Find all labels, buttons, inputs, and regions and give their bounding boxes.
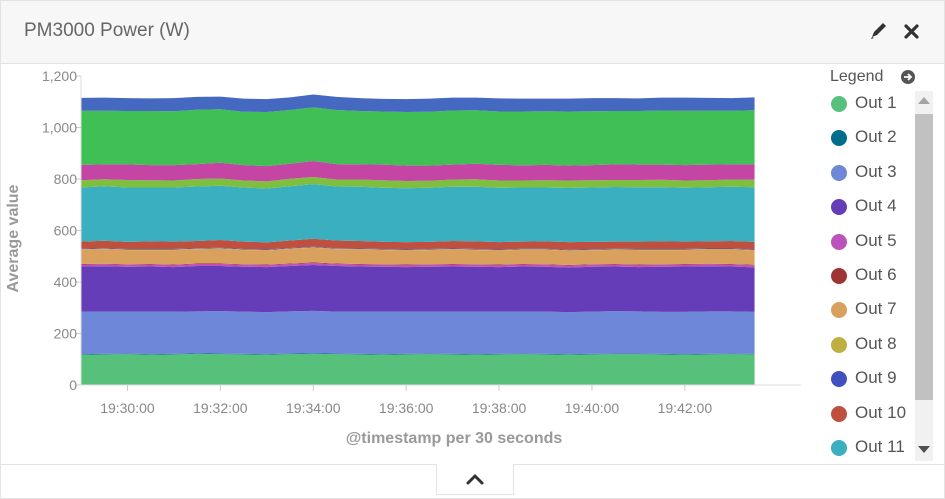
area-series — [81, 265, 755, 313]
legend-item-label: Out 8 — [855, 333, 897, 353]
legend-color-dot — [831, 336, 847, 353]
y-tick-label: 0 — [69, 377, 77, 393]
legend-color-dot — [831, 96, 847, 112]
legend-color-dot — [831, 233, 847, 250]
legend-item[interactable]: Out 3 — [819, 160, 913, 194]
x-tick-label: 19:30:00 — [100, 400, 155, 416]
legend-color-dot — [831, 439, 847, 456]
legend-color-dot — [831, 371, 847, 388]
area-series — [81, 262, 755, 268]
chart-area: 0 200 400 600 800 1,000 1,200 19:30:00 19:32:00 1… — [1, 63, 819, 463]
legend-title: Legend — [830, 68, 884, 85]
y-axis-title: Average value — [5, 184, 22, 292]
legend-item[interactable]: Out 7 — [819, 297, 913, 331]
legend-scrollbar[interactable] — [913, 91, 935, 461]
legend-color-dot — [831, 405, 847, 422]
pencil-icon[interactable] — [867, 19, 889, 43]
area-series — [81, 353, 755, 385]
scrollbar-thumb[interactable] — [915, 114, 933, 400]
y-tick-label: 1,000 — [42, 120, 77, 136]
y-tick-label: 1,200 — [42, 68, 77, 84]
legend-item-label: Out 1 — [855, 93, 897, 112]
legend-item[interactable]: Out 6 — [819, 263, 913, 297]
area-series — [81, 310, 755, 355]
y-tick-label: 600 — [54, 223, 78, 239]
x-tick-label: 19:34:00 — [286, 400, 341, 416]
legend-item-label: Out 2 — [855, 127, 897, 147]
legend-list: Out 1 Out 2 Out 3 Out 4 Out 5 Out 6 Out 7 Out 8… — [819, 91, 913, 463]
area-series — [81, 353, 755, 355]
legend-item-label: Out 9 — [855, 368, 897, 388]
stacked-area-chart: 0 200 400 600 800 1,000 1,200 19:30:00 19:32:00 1… — [5, 68, 801, 447]
legend-item-label: Out 10 — [855, 402, 907, 422]
area-series — [81, 107, 755, 167]
legend-item-label: Out 6 — [855, 264, 897, 284]
legend-color-dot — [831, 164, 847, 181]
legend-item[interactable]: Out 4 — [819, 194, 913, 228]
legend-color-dot — [831, 130, 847, 147]
legend-panel: Legend Out 1 Out 2 Out 3 Out 4 Out 5 Out 6 Out… — [819, 63, 944, 463]
arrow-circle-right-icon[interactable] — [900, 69, 916, 85]
area-series — [81, 262, 755, 266]
area-series — [81, 184, 755, 243]
y-tick-label: 800 — [54, 171, 78, 187]
x-tick-label: 19:32:00 — [193, 400, 248, 416]
x-axis-title: @timestamp per 30 seconds — [346, 430, 563, 447]
legend-item[interactable]: Out 9 — [819, 366, 913, 400]
x-tick-label: 19:40:00 — [565, 400, 620, 416]
legend-item[interactable]: Out 2 — [819, 125, 913, 159]
collapse-button[interactable] — [436, 464, 514, 495]
area-series — [81, 94, 755, 113]
legend-item[interactable]: Out 5 — [819, 229, 913, 263]
legend-item-label: Out 7 — [855, 299, 897, 319]
close-icon[interactable] — [901, 19, 923, 43]
x-tick-label: 19:42:00 — [658, 400, 713, 416]
legend-item[interactable]: Out 11 — [819, 435, 913, 463]
area-series — [81, 246, 755, 251]
legend-item-label: Out 4 — [855, 196, 897, 216]
chevron-up-icon — [466, 474, 484, 485]
panel-title: PM3000 Power (W) — [24, 20, 190, 41]
area-series — [81, 160, 755, 182]
panel-header: PM3000 Power (W) — [1, 1, 944, 64]
area-series — [81, 247, 755, 251]
y-tick-label: 200 — [54, 326, 78, 342]
area-series — [81, 238, 755, 250]
legend-color-dot — [831, 302, 847, 319]
legend-item-label: Out 5 — [855, 230, 897, 250]
area-series — [81, 247, 755, 266]
area-series — [81, 176, 755, 189]
legend-item-label: Out 11 — [855, 436, 905, 456]
scroll-up-icon[interactable] — [918, 97, 930, 104]
y-tick-label: 400 — [54, 274, 78, 290]
x-tick-label: 19:38:00 — [472, 400, 527, 416]
legend-item[interactable]: Out 10 — [819, 401, 913, 435]
x-tick-label: 19:36:00 — [379, 400, 434, 416]
scroll-down-icon[interactable] — [918, 446, 930, 453]
legend-item-label: Out 3 — [855, 161, 897, 181]
legend-item[interactable]: Out 1 — [819, 91, 913, 125]
legend-item[interactable]: Out 8 — [819, 332, 913, 366]
legend-color-dot — [831, 199, 847, 216]
legend-color-dot — [831, 267, 847, 284]
